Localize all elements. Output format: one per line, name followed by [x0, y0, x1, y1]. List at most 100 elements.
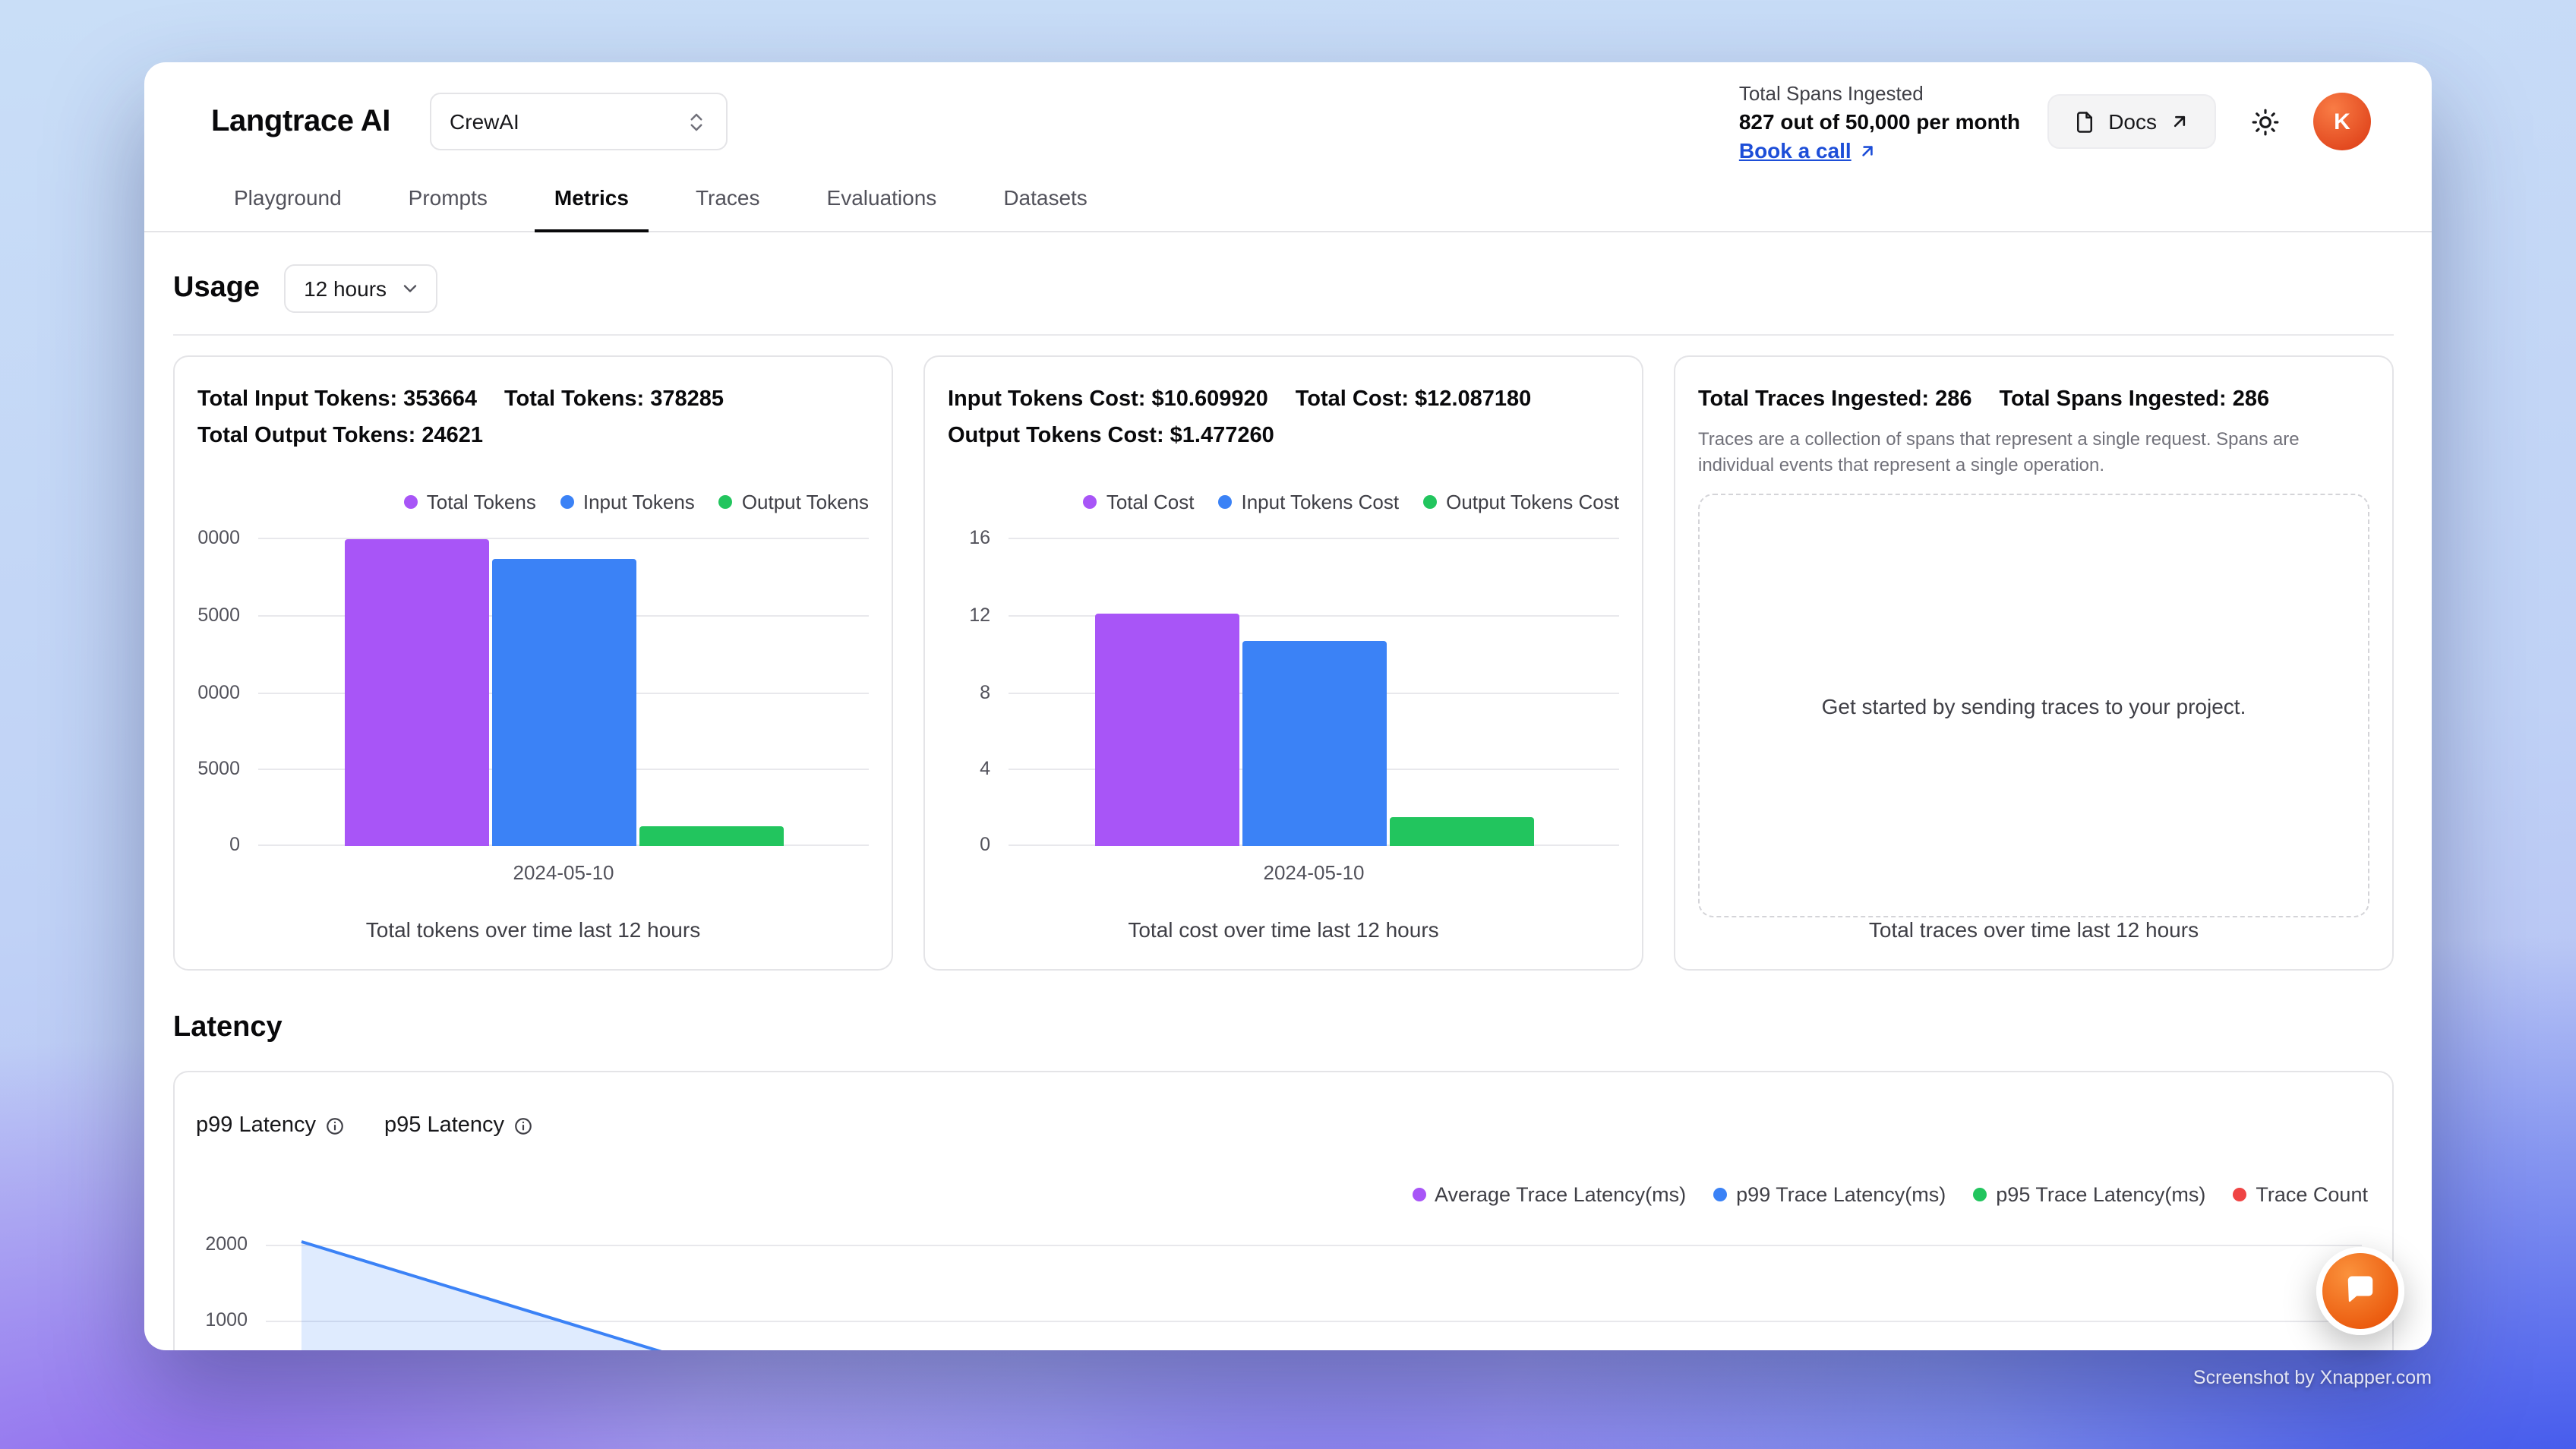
legend-item: Total Cost	[1083, 491, 1195, 513]
bar-total-tokens	[344, 538, 488, 846]
legend-dot	[718, 495, 733, 509]
usage-heading: Usage	[173, 272, 260, 304]
latency-chart: 2000 1000	[196, 1227, 2368, 1350]
book-a-call-link[interactable]: Book a call	[1739, 136, 2020, 165]
chevrons-up-down-icon	[690, 112, 702, 131]
watermark: Screenshot by Xnapper.com	[2192, 1367, 2432, 1388]
gridline	[1009, 614, 1619, 617]
arrow-up-right-icon	[2174, 115, 2186, 128]
y-axis-labels: 380000 285000 190000 95000 0	[197, 527, 249, 855]
info-icon	[327, 1117, 343, 1134]
legend-label: p99 Trace Latency(ms)	[1736, 1183, 1946, 1206]
legend-item: Output Tokens	[718, 491, 869, 513]
cost-chart-caption: Total cost over time last 12 hours	[1128, 917, 1439, 942]
bar-output-tokens-cost	[1389, 817, 1533, 846]
legend-label: Output Tokens Cost	[1446, 491, 1619, 513]
gridline	[1009, 538, 1619, 539]
info-icon	[515, 1117, 532, 1134]
legend-dot	[1083, 495, 1097, 509]
sun-icon	[2251, 108, 2278, 135]
tokens-chart-caption: Total tokens over time last 12 hours	[365, 917, 701, 942]
legend-label: Total Cost	[1106, 491, 1195, 513]
legend-item: Input Tokens Cost	[1218, 491, 1399, 513]
p95-latency-toggle[interactable]: p95 Latency	[384, 1113, 533, 1138]
y-tick: 16	[969, 527, 990, 548]
traces-empty-state: Get started by sending traces to your pr…	[1698, 494, 2369, 917]
docs-button-label: Docs	[2108, 109, 2157, 134]
spans-usage-summary: Total Spans Ingested 827 out of 50,000 p…	[1739, 78, 2020, 165]
traces-description: Traces are a collection of spans that re…	[1698, 428, 2300, 475]
project-selector[interactable]: CrewAI	[430, 93, 728, 150]
legend-dot	[1973, 1188, 1987, 1201]
y-tick: 0	[229, 834, 240, 855]
cost-bars	[1009, 538, 1619, 846]
tokens-chart: 380000 285000 190000 95000 0	[197, 527, 869, 855]
bar-input-tokens	[491, 559, 636, 846]
legend-item: Output Tokens Cost	[1423, 491, 1619, 513]
time-range-selector[interactable]: 12 hours	[284, 264, 437, 313]
tab-prompts[interactable]: Prompts	[408, 185, 488, 210]
legend-dot	[2233, 1188, 2247, 1201]
y-tick: 4	[980, 758, 990, 780]
tab-evaluations[interactable]: Evaluations	[826, 185, 937, 210]
legend-item: p95 Trace Latency(ms)	[1973, 1183, 2205, 1206]
bar-input-tokens-cost	[1242, 641, 1386, 846]
y-tick: 0	[980, 834, 990, 855]
tab-playground[interactable]: Playground	[234, 185, 342, 210]
tokens-card: Total Input Tokens: 353664 Total Tokens:…	[173, 355, 893, 971]
y-tick: 380000	[197, 527, 240, 548]
app-header: Langtrace AI CrewAI Total Spans Ingested…	[144, 62, 2432, 162]
legend-dot	[403, 495, 418, 509]
total-cost-stat: Total Cost: $12.087180	[1295, 387, 1532, 412]
total-tokens-stat: Total Tokens: 378285	[504, 387, 724, 412]
legend-item: Total Tokens	[403, 491, 536, 513]
y-tick: 285000	[197, 604, 240, 626]
main-content: Usage 12 hours Total Input Tokens: 35366…	[144, 232, 2432, 1350]
x-axis-label: 2024-05-10	[1263, 861, 1365, 884]
total-output-tokens-stat: Total Output Tokens: 24621	[197, 424, 483, 448]
project-selector-value: CrewAI	[450, 109, 519, 134]
output-tokens-cost-stat: Output Tokens Cost: $1.477260	[948, 424, 1274, 448]
tab-traces[interactable]: Traces	[695, 185, 760, 210]
tokens-plot-area	[258, 538, 869, 846]
traces-chart-caption: Total traces over time last 12 hours	[1868, 917, 2199, 942]
bar-output-tokens	[639, 826, 783, 846]
docs-button[interactable]: Docs	[2047, 94, 2216, 149]
tokens-bars	[258, 538, 869, 846]
bar-total-cost	[1094, 613, 1239, 846]
legend-label: p95 Trace Latency(ms)	[1996, 1183, 2206, 1206]
traces-card: Total Traces Ingested: 286 Total Spans I…	[1674, 355, 2394, 971]
p99-latency-label: p99 Latency	[196, 1113, 317, 1138]
cost-stats: Input Tokens Cost: $10.609920 Total Cost…	[948, 381, 1619, 454]
y-tick: 1000	[205, 1309, 248, 1331]
chat-widget-button[interactable]	[2316, 1247, 2404, 1335]
legend-item: Input Tokens	[560, 491, 695, 513]
x-axis-label: 2024-05-10	[513, 861, 614, 884]
p99-latency-toggle[interactable]: p99 Latency	[196, 1113, 345, 1138]
spans-usage-label: Total Spans Ingested	[1738, 81, 1924, 104]
latency-area-chart	[266, 1240, 2362, 1350]
document-icon	[2077, 111, 2093, 132]
legend-dot	[1412, 1188, 1425, 1201]
theme-toggle-button[interactable]	[2237, 94, 2292, 149]
traces-empty-state-text: Get started by sending traces to your pr…	[1821, 693, 2246, 718]
legend-label: Input Tokens Cost	[1241, 491, 1400, 513]
chevron-down-icon	[402, 285, 416, 292]
latency-card: p99 Latency p95 Latency Average Trace La…	[173, 1071, 2394, 1350]
legend-item: Average Trace Latency(ms)	[1412, 1183, 1686, 1206]
legend-dot	[560, 495, 574, 509]
y-axis-labels: 16 12 8 4 0	[948, 527, 999, 855]
legend-label: Average Trace Latency(ms)	[1435, 1183, 1687, 1206]
time-range-value: 12 hours	[304, 276, 387, 301]
y-tick: 8	[980, 681, 990, 702]
tab-metrics[interactable]: Metrics	[534, 166, 649, 232]
y-tick: 2000	[205, 1233, 248, 1255]
total-spans-ingested-stat: Total Spans Ingested: 286	[1999, 387, 2270, 412]
cost-chart-legend: Total Cost Input Tokens Cost Output Toke…	[948, 491, 1619, 513]
gridline	[258, 538, 869, 539]
legend-item: p99 Trace Latency(ms)	[1713, 1183, 1946, 1206]
user-avatar[interactable]: K	[2313, 93, 2371, 150]
p95-latency-label: p95 Latency	[384, 1113, 505, 1138]
tab-datasets[interactable]: Datasets	[1003, 185, 1088, 210]
